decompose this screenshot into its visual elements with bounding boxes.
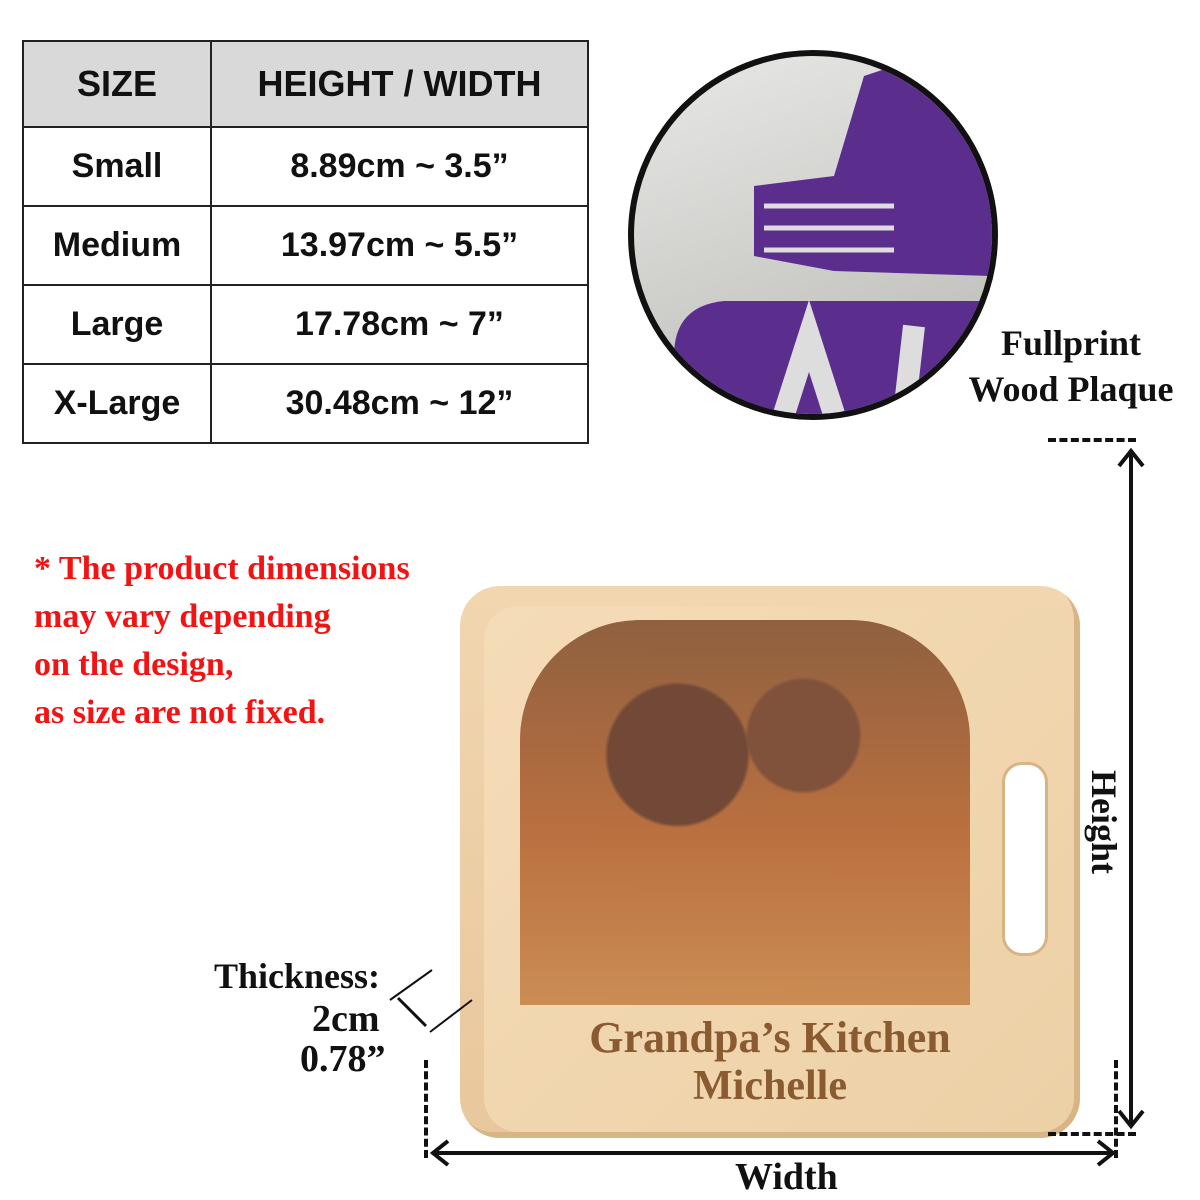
note-line: may vary depending — [34, 598, 331, 635]
cell-dimension: 8.89cm ~ 3.5” — [210, 126, 589, 207]
thickness-in: 0.78” — [300, 1038, 386, 1080]
height-label: Height — [1084, 770, 1124, 874]
note-line: on the design, — [34, 646, 234, 683]
detail-caption: Fullprint Wood Plaque — [960, 320, 1182, 412]
cell-dimension: 13.97cm ~ 5.5” — [210, 205, 589, 286]
thickness-cm: 2cm — [312, 998, 380, 1040]
height-arrow — [1117, 447, 1145, 1130]
detail-closeup-image — [628, 50, 998, 420]
relief-portrait-image — [520, 620, 970, 1005]
table-row: Small 8.89cm ~ 3.5” — [22, 126, 589, 207]
cell-dimension: 30.48cm ~ 12” — [210, 363, 589, 444]
table-row: Large 17.78cm ~ 7” — [22, 284, 589, 365]
header-size: SIZE — [22, 40, 212, 128]
cell-dimension: 17.78cm ~ 7” — [210, 284, 589, 365]
plaque-edge-illustration — [674, 56, 992, 414]
note-line: as size are not fixed. — [34, 694, 326, 731]
note-line: * The product dimensions — [34, 550, 410, 587]
thickness-arrow — [389, 969, 473, 1033]
cell-size: Large — [22, 284, 212, 365]
header-dimension: HEIGHT / WIDTH — [210, 40, 589, 128]
caption-line-2: Wood Plaque — [968, 369, 1174, 409]
height-bottom-guide — [1048, 1132, 1136, 1136]
thickness-label: Thickness: — [214, 956, 381, 996]
board-handle-hole — [1002, 762, 1048, 956]
cell-size: Small — [22, 126, 212, 207]
size-table: SIZE HEIGHT / WIDTH Small 8.89cm ~ 3.5” Me… — [22, 40, 589, 444]
dimension-disclaimer: * The product dimensions may vary depend… — [34, 545, 410, 737]
cell-size: Medium — [22, 205, 212, 286]
table-row: Medium 13.97cm ~ 5.5” — [22, 205, 589, 286]
table-row: X-Large 30.48cm ~ 12” — [22, 363, 589, 444]
table-header-row: SIZE HEIGHT / WIDTH — [22, 40, 589, 128]
height-top-guide — [1048, 438, 1136, 442]
width-arrow — [429, 1139, 1117, 1167]
board-name: Michelle — [693, 1063, 847, 1109]
width-right-guide — [1114, 1060, 1118, 1158]
board-title: Grandpa’s Kitchen — [589, 1013, 951, 1062]
cell-size: X-Large — [22, 363, 212, 444]
width-left-guide — [424, 1060, 428, 1158]
width-label: Width — [735, 1156, 838, 1198]
caption-line-1: Fullprint — [1000, 323, 1142, 363]
